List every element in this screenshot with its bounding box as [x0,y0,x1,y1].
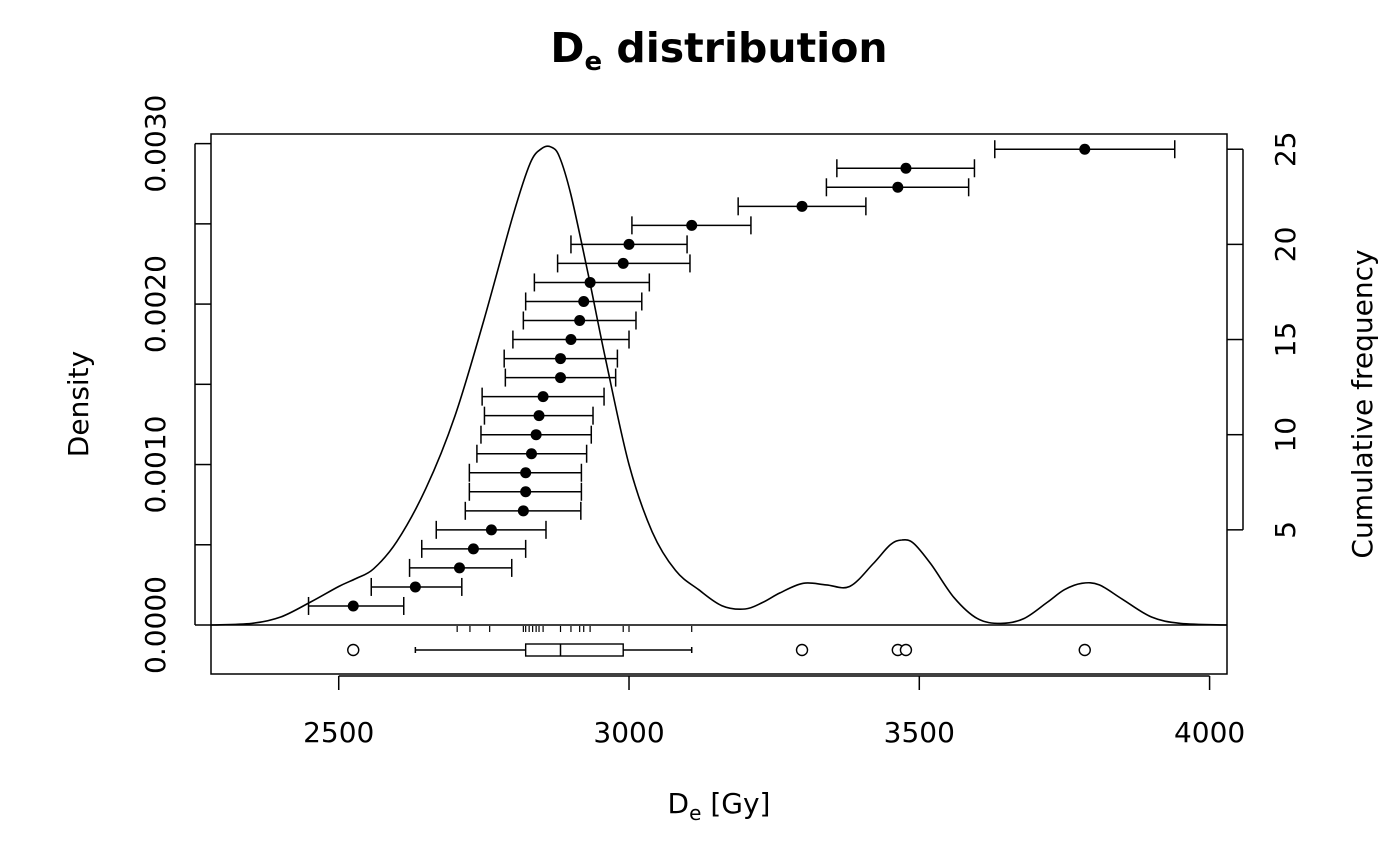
box-iqr [524,643,624,657]
cumulative-point [347,600,359,612]
box-outlier [899,643,913,657]
cumulative-points-layer [307,140,1176,615]
box-outlier [347,643,360,657]
y-right-tick-label: 20 [1269,227,1302,263]
cumulative-point [409,581,421,593]
y-right-tick-label: 5 [1269,521,1302,539]
cumulative-point [686,219,698,231]
cumulative-point [533,410,545,422]
x-axis-label: De [Gy] [668,787,771,825]
cumulative-point [584,276,596,288]
cumulative-point [574,315,586,327]
cumulative-point [892,181,904,193]
box-outlier [1078,643,1091,657]
cumulative-point [578,295,590,307]
y-left-tick-label: 0.0000 [139,576,172,674]
x-tick-label: 3000 [593,716,664,749]
y-left-tick-label: 0.0020 [139,255,172,353]
x-tick-label: 3500 [884,716,955,749]
cumulative-point [520,467,532,479]
density-layer [210,145,1228,626]
cumulative-point [555,372,567,384]
cumulative-point [485,524,497,536]
cumulative-point [537,391,549,403]
x-tick-label: 2500 [303,716,374,749]
plot-frame [210,133,1228,675]
boxplot-layer [347,626,1091,657]
cumulative-point [1079,143,1091,155]
chart-title: De distribution [550,24,887,77]
cumulative-point [565,334,577,346]
y-left-tick-label: 0.0010 [139,416,172,514]
cumulative-point [520,486,532,498]
cumulative-point [530,429,542,441]
x-tick-label: 4000 [1174,716,1245,749]
cumulative-point [796,200,808,212]
density-curve [210,145,1228,626]
box-outlier [795,643,809,657]
y-right-tick-label: 25 [1269,131,1302,167]
cumulative-point [900,162,912,174]
y-right-tick-label: 10 [1269,417,1302,453]
y-left-tick-label: 0.0030 [139,95,172,193]
y-axis-left-label: Density [62,351,95,457]
y-axis-left: 0.0000 0.0010 0.0020 0.0030 [139,95,211,674]
cumulative-point [525,448,537,460]
x-axis: 2500 3000 3500 4000 [303,675,1245,749]
cumulative-point [617,257,629,269]
y-axis-right: 5 10 15 20 25 [1227,131,1302,539]
cumulative-point [555,353,567,365]
y-right-tick-label: 15 [1269,322,1302,358]
cumulative-point [517,505,529,517]
cumulative-point [623,238,635,250]
y-axis-right-label: Cumulative frequency [1346,249,1379,558]
cumulative-point [467,543,479,555]
cumulative-point [453,562,465,574]
